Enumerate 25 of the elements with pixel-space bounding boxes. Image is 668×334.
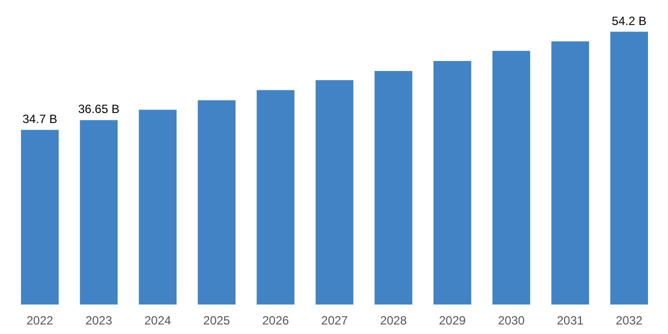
data-label: 54.2 B: [612, 14, 646, 28]
bar: [80, 120, 118, 304]
x-tick-label: 2024: [144, 314, 172, 328]
bar: [492, 50, 530, 304]
x-tick-label: 2027: [321, 314, 348, 328]
bar: [138, 110, 177, 304]
x-tick-label: 2028: [380, 314, 408, 328]
x-tick-label: 2025: [203, 314, 230, 328]
bar: [434, 60, 472, 304]
x-tick-label: 2022: [26, 314, 54, 328]
x-tick-label: 2026: [262, 314, 290, 328]
bar: [551, 41, 590, 304]
x-tick-label: 2032: [616, 314, 643, 328]
bar: [256, 90, 294, 304]
x-tick-label: 2029: [439, 314, 466, 328]
x-tick-label: 2031: [556, 314, 584, 328]
bar: [198, 100, 236, 304]
data-label: 34.7 B: [22, 112, 58, 126]
bar: [21, 130, 59, 304]
x-tick-label: 2023: [85, 314, 112, 328]
bar: [610, 32, 648, 304]
bar: [374, 71, 412, 304]
bar: [316, 80, 354, 304]
x-tick-label: 2030: [498, 314, 525, 328]
data-label: 36.65 B: [78, 102, 120, 116]
